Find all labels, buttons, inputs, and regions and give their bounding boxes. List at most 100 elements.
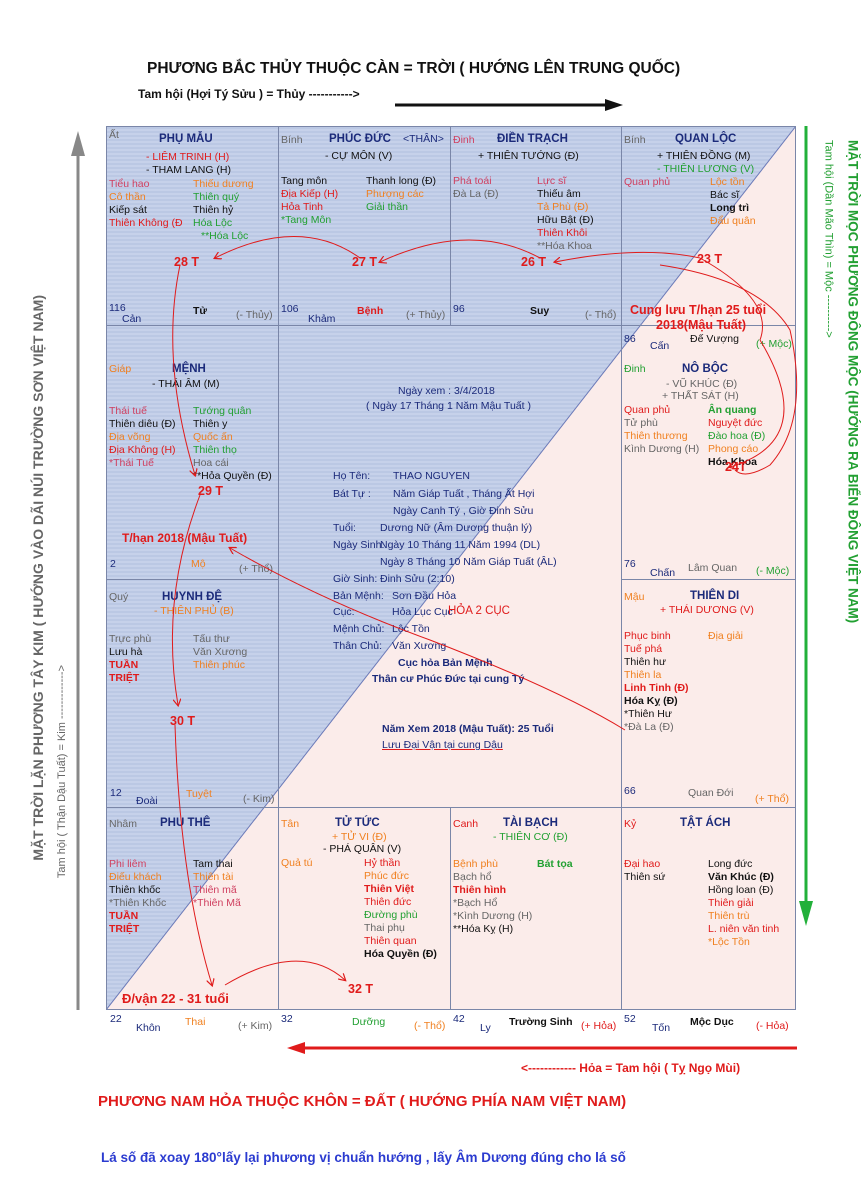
star: Thiên thương — [624, 430, 688, 442]
star: Hỷ thần — [364, 857, 401, 869]
star: Hoa cái — [193, 457, 229, 469]
star: Bác sĩ — [710, 189, 740, 201]
dien-trach-name: ĐIỀN TRẠCH — [497, 133, 568, 145]
bat-tu-value-2: Ngày Canh Tý , Giờ Đinh Sửu — [393, 505, 534, 517]
palace-tat-ach[interactable] — [621, 807, 796, 1010]
than-chu-value: Văn Xương — [392, 640, 447, 652]
star: Thiên khốc — [109, 884, 161, 896]
star: Địa giải — [708, 630, 744, 642]
tieu-han-label: T/hạn 2018 (Mậu Tuất) — [122, 531, 248, 545]
huynh-de-name: HUYNH ĐỆ — [162, 591, 223, 603]
phuc-duc-stage: Bệnh — [357, 305, 384, 317]
west-title: MẶT TRỜI LẶN PHƯƠNG TÂY KIM ( HƯỚNG VÀO … — [30, 295, 46, 861]
star: **Hóa Lộc — [201, 230, 249, 242]
ngay-sinh-value-1: Ngày 10 Tháng 11 Năm 1994 (DL) — [380, 539, 541, 551]
no-boc-stars-left: Quan phủ Tử phù Thiên thương Kình Dương … — [624, 404, 699, 456]
no-boc-name: NÔ BỘC — [682, 363, 728, 375]
star: Long trì — [710, 202, 750, 214]
huynh-de-main-star-1: - THIÊN PHỦ (B) — [154, 605, 234, 617]
quan-loc-main-star-1: + THIÊN ĐỒNG (M) — [657, 150, 751, 162]
phu-the-name: PHU THÊ — [160, 817, 211, 829]
quan-loc-age: 23 T — [697, 252, 723, 266]
star: Bạch hổ — [453, 871, 492, 883]
star: Thiên trù — [708, 910, 750, 922]
tuoi-label: Tuổi: — [333, 522, 356, 534]
star: Đẩu quân — [710, 215, 756, 227]
quan-loc-cung: Cấn — [650, 340, 670, 352]
star: Quả tú — [281, 857, 313, 869]
star: Thiên Không (Đ — [109, 217, 183, 229]
dien-trach-age: 26 T — [521, 255, 547, 269]
star: Lưu hà — [109, 646, 143, 658]
star: Kình Dương (H) — [624, 443, 700, 455]
star: Cô thần — [109, 191, 146, 203]
tat-ach-num: 52 — [624, 1013, 636, 1025]
gio-sinh-value: Đinh Sửu (2:10) — [380, 573, 455, 585]
star: TUẦN — [109, 910, 139, 922]
dien-trach-can: Đinh — [453, 134, 475, 146]
star: *Thái Tuế — [109, 457, 154, 469]
tat-ach-cung: Tốn — [652, 1022, 671, 1034]
south-subtitle: <------------ Hỏa = Tam hội ( Tỵ Ngọ Mùi… — [521, 1061, 741, 1075]
bat-tu-label: Bát Tự : — [333, 488, 371, 500]
tai-bach-name: TÀI BẠCH — [503, 817, 558, 829]
dien-trach-num: 96 — [453, 303, 465, 315]
star: **Hóa Khoa — [537, 240, 592, 252]
bat-tu-value-1: Năm Giáp Tuất , Tháng Ất Hợi — [393, 488, 535, 500]
phu-the-can: Nhâm — [109, 818, 138, 830]
tai-bach-main-star-1: - THIÊN CƠ (Đ) — [493, 831, 568, 843]
star: Tuế phá — [624, 643, 663, 655]
star: Hỏa Tinh — [281, 201, 324, 213]
phu-the-stage: Thai — [185, 1016, 206, 1028]
quan-loc-main-star-2: - THIÊN LƯƠNG (V) — [657, 163, 755, 175]
quan-loc-name: QUAN LỘC — [675, 133, 737, 145]
tuoi-value: Dương Nữ (Âm Dương thuận lý) — [380, 522, 533, 534]
phuc-duc-main-star-1: - CỰ MÔN (V) — [325, 150, 393, 162]
ho-ten-value: THAO NGUYEN — [393, 470, 471, 482]
phuc-duc-name: PHÚC ĐỨC — [329, 133, 391, 145]
star: Tam thai — [193, 858, 233, 870]
huynh-de-elem: (- Kim) — [243, 793, 275, 805]
note-cuc-hoa: Cục hỏa Bản Mệnh — [398, 657, 493, 669]
star: Bát tọa — [537, 858, 573, 870]
phu-mau-age: 28 T — [174, 255, 200, 269]
phuc-duc-age: 27 T — [352, 255, 378, 269]
star: Kiếp sát — [109, 204, 147, 216]
north-title: PHƯƠNG BẮC THỦY THUỘC CÀN = TRỜI ( HƯỚNG… — [147, 60, 681, 77]
star: Tả Phù (Đ) — [537, 201, 589, 213]
phuc-duc-num: 106 — [281, 303, 299, 315]
star: Quan phủ — [624, 176, 671, 188]
thien-di-num: 66 — [624, 785, 636, 797]
no-boc-main-star-1: - VŨ KHÚC (Đ) — [666, 378, 738, 390]
star: TUẦN — [109, 659, 139, 671]
tu-tuc-main-star-1: + TỬ VI (Đ) — [332, 831, 387, 843]
nam-xem: Năm Xem 2018 (Mậu Tuất): 25 Tuổi — [382, 723, 554, 735]
star: Thiên tài — [193, 871, 234, 883]
star: Địa Kiếp (H) — [281, 188, 339, 200]
star: Tiểu hao — [109, 178, 150, 190]
star: Giải thần — [366, 201, 409, 213]
star: *Thiên Hư — [624, 708, 672, 720]
star: Địa Không (H) — [109, 444, 176, 456]
phu-the-stars-left: Phi liêm Điếu khách Thiên khốc *Thiên Kh… — [109, 858, 166, 936]
tat-ach-stars-right: Long đức Văn Khúc (Đ) Hồng loan (Đ) Thiê… — [708, 858, 779, 949]
tu-tuc-age: 32 T — [348, 982, 374, 996]
star: Thiên la — [624, 669, 662, 681]
star: Thiên diêu (Đ) — [109, 418, 176, 430]
quan-loc-stars-right: Lộc tồn Bác sĩ Long trì Đẩu quân — [710, 176, 756, 228]
east-title: MẶT TRỜI MỌC PHƯƠNG ĐÔNG MỘC (HƯỚNG RA B… — [845, 140, 861, 624]
menh-stars-right: Tướng quân Thiên y Quốc ấn Thiên thọ Hoa… — [193, 405, 272, 483]
ngay-sinh-label: Ngày Sinh: — [333, 539, 385, 551]
huynh-de-stars-left: Trực phù Lưu hà TUẦN TRIỆT — [109, 633, 151, 685]
tai-bach-cung: Ly — [480, 1022, 491, 1034]
cuc-label: Cục: — [333, 606, 355, 618]
west-arrow-icon — [71, 131, 85, 1010]
tai-bach-stars-left: Bệnh phù Bạch hổ Thiên hình *Bạch Hổ *Kì… — [453, 858, 532, 936]
star: Linh Tinh (Đ) — [624, 682, 689, 694]
star: Ân quang — [708, 404, 757, 416]
menh-name: MỆNH — [172, 363, 206, 375]
star: **Hóa Kỵ (H) — [453, 923, 514, 935]
star: Phượng các — [366, 188, 424, 200]
luu-dai-van: Lưu Đại Vận tại cung Dậu — [382, 739, 503, 751]
ngay-xem-am: ( Ngày 17 Tháng 1 Năm Mậu Tuất ) — [366, 400, 531, 412]
